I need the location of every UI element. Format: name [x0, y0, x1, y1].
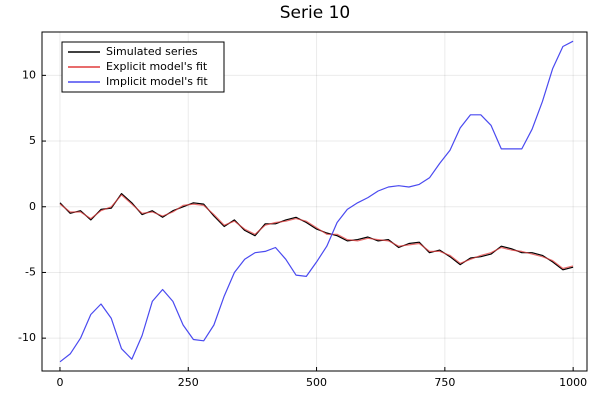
series-line [59, 194, 574, 270]
y-tick-label: -10 [18, 331, 36, 344]
plot-frame [41, 31, 588, 372]
legend: Simulated series Explicit model's fit Impl… [61, 41, 225, 93]
chart-title: Serie 10 [280, 3, 350, 23]
legend-label: Explicit model's fit [106, 60, 208, 73]
y-tick-label: 5 [29, 134, 36, 147]
y-tick-label: 0 [29, 200, 36, 213]
legend-label: Implicit model's fit [106, 75, 208, 88]
y-tick-label: 10 [22, 68, 36, 81]
x-tick-label: 500 [306, 376, 327, 389]
legend-label: Simulated series [106, 45, 198, 58]
x-tick-label: 750 [434, 376, 455, 389]
x-tick-label: 1000 [559, 376, 587, 389]
x-tick-label: 0 [56, 376, 63, 389]
y-tick-label: -5 [25, 265, 36, 278]
series-line [59, 40, 574, 363]
x-tick-label: 250 [178, 376, 199, 389]
